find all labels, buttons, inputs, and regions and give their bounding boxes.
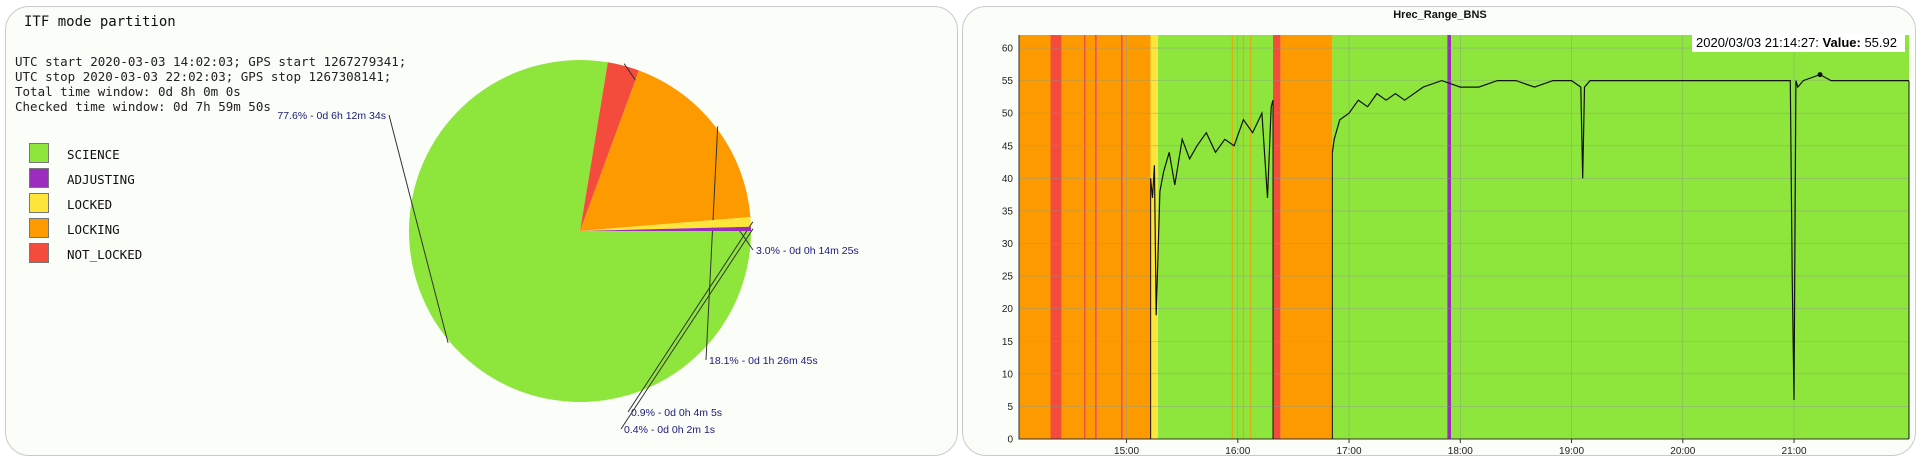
y-tick-label: 55 bbox=[1002, 76, 1014, 87]
state-band-locking bbox=[1096, 35, 1121, 439]
pie-slice-not-locked bbox=[580, 62, 639, 231]
state-band-locking bbox=[1019, 35, 1051, 439]
tooltip-timestamp: 2020/03/03 21:14:27: bbox=[1696, 35, 1819, 50]
axes bbox=[1018, 35, 1909, 440]
panel-title: ITF mode partition bbox=[24, 14, 176, 30]
legend-swatch bbox=[29, 218, 49, 238]
mode-partition-panel: ITF mode partition UTC start 2020-03-03 … bbox=[5, 6, 958, 456]
pie-slice-label: 18.1% - 0d 1h 26m 45s bbox=[709, 355, 818, 367]
pie-chart: 77.6% - 0d 6h 12m 34s 3.0% - 0d 0h 14m 25… bbox=[277, 60, 859, 436]
state-band-locking bbox=[1085, 35, 1096, 439]
x-tick-label: 20:00 bbox=[1670, 446, 1695, 457]
state-band-science bbox=[1451, 35, 1909, 439]
pie-slice-locked bbox=[580, 217, 751, 231]
state-band-locked bbox=[1150, 35, 1159, 439]
utc-stop-line: UTC stop 2020-03-03 22:02:03; GPS stop 1… bbox=[15, 69, 392, 84]
pie-slice-science bbox=[409, 60, 751, 403]
x-tick-label: 19:00 bbox=[1559, 446, 1584, 457]
state-band-adjusting bbox=[1447, 35, 1452, 439]
pie-slice-label: 0.9% - 0d 0h 4m 5s bbox=[631, 407, 722, 419]
legend-label: ADJUSTING bbox=[67, 172, 135, 187]
x-tick-label: 15:00 bbox=[1114, 446, 1139, 457]
y-tick-label: 20 bbox=[1002, 304, 1014, 315]
tooltip-value-label: Value: bbox=[1822, 35, 1861, 50]
legend-swatch bbox=[29, 243, 49, 263]
y-tick-label: 60 bbox=[1002, 44, 1014, 55]
utc-start-line: UTC start 2020-03-03 14:02:03; GPS start… bbox=[15, 54, 407, 69]
y-tick-label: 5 bbox=[1007, 402, 1013, 413]
state-band-locking bbox=[1122, 35, 1151, 439]
range-timeseries-panel: Hrec_Range_BNS 0 5 10 15 20 25 30 35 40 45 50 55 60 1… bbox=[962, 6, 1917, 457]
state-band-not-locked bbox=[1273, 35, 1281, 439]
legend-label: LOCKED bbox=[67, 197, 113, 212]
tooltip-value: 55.92 bbox=[1864, 35, 1897, 50]
total-time-line: Total time window: 0d 8h 0m 0s bbox=[15, 84, 241, 99]
legend-swatch bbox=[29, 143, 49, 163]
pie-leader-line bbox=[620, 228, 754, 430]
hover-marker bbox=[1817, 72, 1823, 78]
y-tick-label: 45 bbox=[1002, 141, 1014, 152]
y-tick-label: 35 bbox=[1002, 206, 1014, 217]
series-line bbox=[1150, 100, 1274, 316]
value-tooltip: 2020/03/03 21:14:27: Value: 55.92 bbox=[1692, 33, 1905, 52]
legend-swatch bbox=[29, 168, 49, 188]
state-band-science bbox=[1332, 35, 1448, 439]
y-tick-label: 25 bbox=[1002, 272, 1014, 283]
pie-leader-line bbox=[388, 114, 449, 344]
x-tick-label: 21:00 bbox=[1782, 446, 1807, 457]
pie-slice-adjusting bbox=[580, 226, 752, 231]
legend-label: LOCKING bbox=[67, 222, 120, 237]
y-tick-label: 40 bbox=[1002, 174, 1014, 185]
chart-title: Hrec_Range_BNS bbox=[1393, 9, 1487, 21]
legend-label: NOT_LOCKED bbox=[67, 247, 143, 262]
state-band-not-locked bbox=[1095, 35, 1097, 439]
pie-slice-label: 0.4% - 0d 0h 2m 1s bbox=[624, 424, 715, 436]
range-line-chart[interactable]: 0 5 10 15 20 25 30 35 40 45 50 55 60 15:00 16:00 17:00 1… bbox=[963, 7, 1917, 457]
pie-slice-locking bbox=[580, 70, 751, 231]
pie-slice-label: 3.0% - 0d 0h 14m 25s bbox=[756, 245, 859, 257]
pie-slice-label: 77.6% - 0d 6h 12m 34s bbox=[277, 110, 386, 122]
state-band-science bbox=[1158, 35, 1274, 439]
state-band-not-locked bbox=[1050, 35, 1062, 439]
pie-leader-line bbox=[705, 126, 719, 361]
state-band-locking bbox=[1061, 35, 1084, 439]
y-tick-label: 50 bbox=[1002, 109, 1014, 120]
state-band-locking bbox=[1280, 35, 1333, 439]
y-tick-label: 0 bbox=[1007, 435, 1013, 446]
state-band-not-locked bbox=[1120, 35, 1123, 439]
checked-time-line: Checked time window: 0d 7h 59m 50s bbox=[15, 99, 271, 114]
y-tick-label: 15 bbox=[1002, 337, 1014, 348]
y-tick-label: 30 bbox=[1002, 239, 1014, 250]
state-band-not-locked bbox=[1083, 35, 1086, 439]
y-tick-label: 10 bbox=[1002, 369, 1014, 380]
series-line bbox=[1331, 73, 1909, 400]
pie-leader-line bbox=[627, 221, 754, 413]
legend-swatch bbox=[29, 193, 49, 213]
x-tick-label: 17:00 bbox=[1337, 446, 1362, 457]
legend-label: SCIENCE bbox=[67, 147, 120, 162]
x-tick-label: 16:00 bbox=[1225, 446, 1250, 457]
x-tick-label: 18:00 bbox=[1448, 446, 1473, 457]
